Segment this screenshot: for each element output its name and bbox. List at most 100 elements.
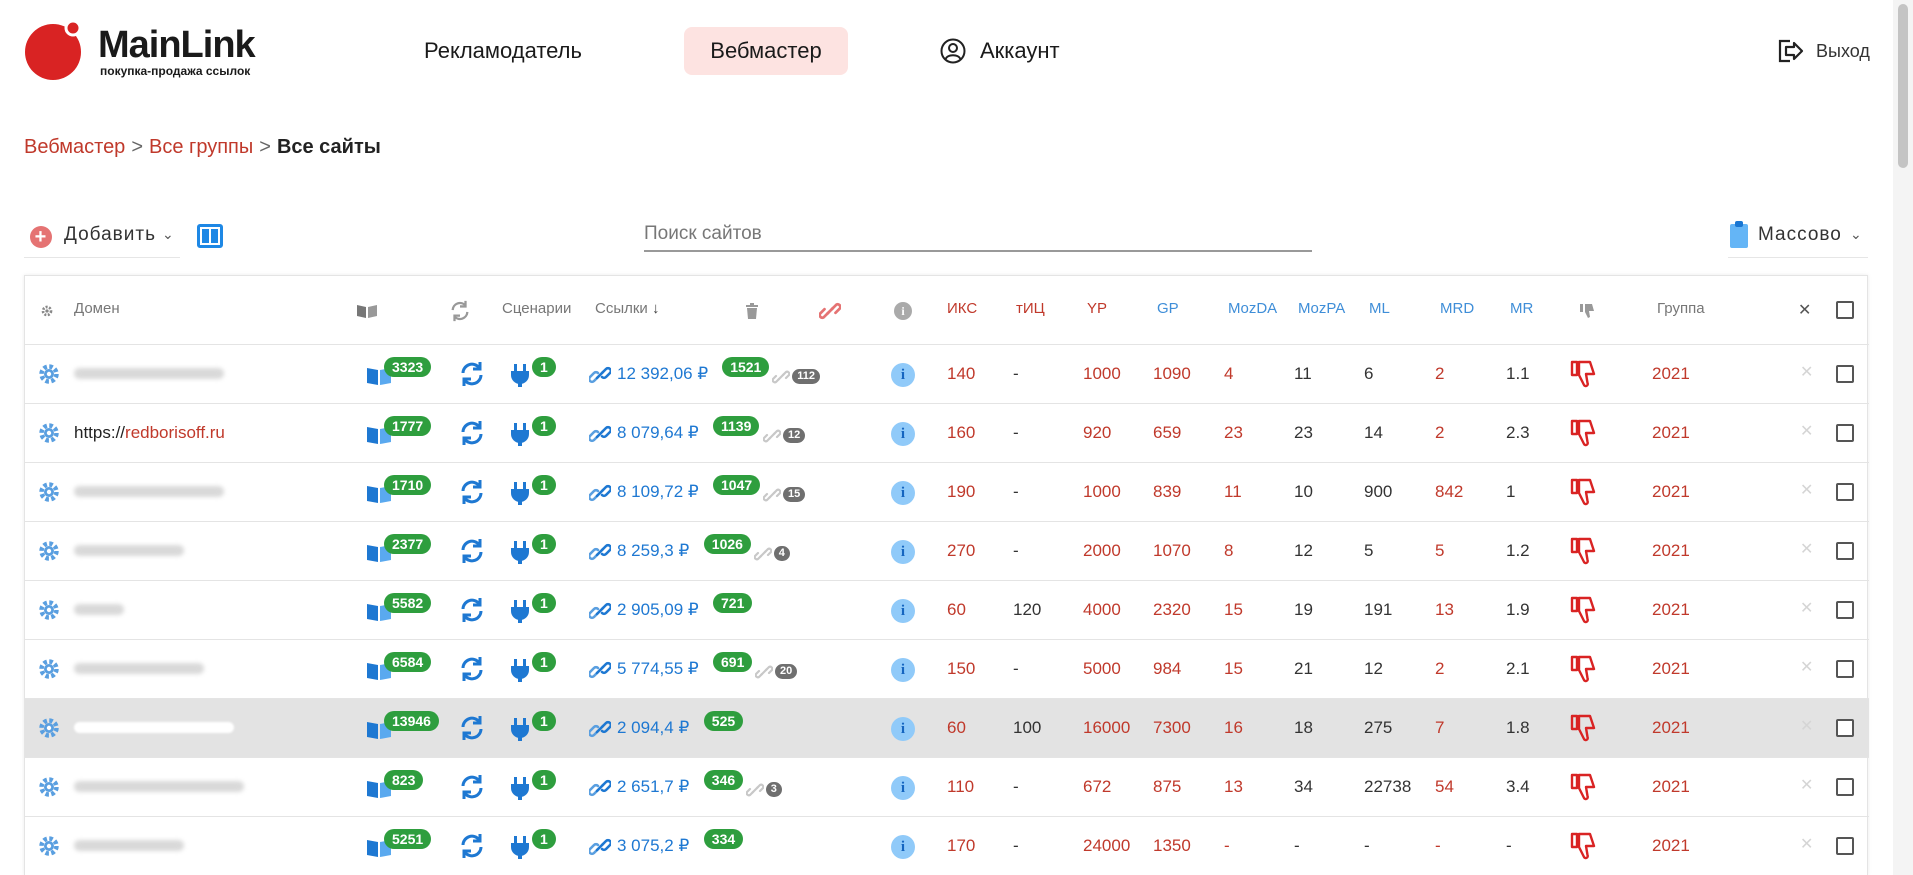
refresh-icon[interactable] [459, 479, 485, 505]
refresh-icon[interactable] [459, 420, 485, 446]
plug-icon[interactable] [509, 717, 531, 741]
site-settings-icon[interactable] [37, 598, 61, 622]
site-settings-icon[interactable] [37, 716, 61, 740]
col-ml[interactable]: ML [1369, 300, 1390, 317]
thumb-down-header-icon[interactable] [1579, 303, 1595, 319]
link-price[interactable]: 8 079,64 ₽ [617, 423, 699, 442]
thumb-down-icon[interactable] [1570, 596, 1596, 624]
link-icon[interactable] [589, 482, 611, 504]
site-domain-link[interactable] [74, 722, 234, 733]
thumb-down-icon[interactable] [1570, 478, 1596, 506]
thumb-down-icon[interactable] [1570, 832, 1596, 860]
link-icon[interactable] [589, 777, 611, 799]
cell-group[interactable]: 2021 [1652, 836, 1690, 855]
site-domain-link[interactable] [74, 781, 244, 792]
breadcrumb-webmaster[interactable]: Вебмастер [24, 136, 126, 158]
refresh-icon[interactable] [459, 833, 485, 859]
thumb-down-icon[interactable] [1570, 537, 1596, 565]
link-icon[interactable] [589, 423, 611, 445]
info-icon[interactable]: i [891, 540, 915, 564]
refresh-icon[interactable] [459, 774, 485, 800]
table-row[interactable]: 5582 1 2 905,09 ₽ 721 i 60 120 4000 2320 15 19 191 1… [25, 581, 1869, 640]
thumb-down-icon[interactable] [1570, 714, 1596, 742]
clear-icon[interactable]: ✕ [1800, 836, 1814, 853]
col-mr[interactable]: MR [1510, 300, 1534, 317]
col-gp[interactable]: GP [1157, 300, 1179, 317]
col-tic[interactable]: тИЦ [1016, 300, 1045, 317]
link-icon[interactable] [589, 600, 611, 622]
row-checkbox[interactable] [1836, 660, 1854, 678]
site-domain-link[interactable] [74, 486, 224, 497]
mainlink-logo[interactable]: MainLink покупка-продажа ссылок [24, 20, 264, 82]
site-settings-icon[interactable] [37, 362, 61, 386]
link-price[interactable]: 2 651,7 ₽ [617, 777, 690, 796]
row-checkbox[interactable] [1836, 719, 1854, 737]
link-icon[interactable] [589, 836, 611, 858]
cell-group[interactable]: 2021 [1652, 718, 1690, 737]
clear-header-icon[interactable]: ✕ [1798, 302, 1812, 319]
info-icon[interactable]: i [891, 422, 915, 446]
thumb-down-icon[interactable] [1570, 419, 1596, 447]
table-row[interactable]: 6584 1 5 774,55 ₽ 691 20 i 150 - 5000 984 15 21 12 2 2… [25, 640, 1869, 699]
refresh-icon[interactable] [459, 656, 485, 682]
removed-link-icon[interactable] [755, 663, 773, 681]
col-group[interactable]: Группа [1657, 300, 1705, 317]
refresh-icon[interactable] [459, 361, 485, 387]
mass-actions-button[interactable]: Массово ⌄ [1728, 218, 1868, 258]
thumb-down-icon[interactable] [1570, 360, 1596, 388]
removed-link-icon[interactable] [753, 545, 772, 563]
link-price[interactable]: 3 075,2 ₽ [617, 836, 690, 855]
logout-button[interactable]: Выход [1776, 37, 1870, 65]
site-domain-link[interactable] [74, 368, 224, 379]
link-icon[interactable] [589, 718, 611, 740]
plug-icon[interactable] [509, 835, 531, 859]
cell-group[interactable]: 2021 [1652, 600, 1690, 619]
col-iks[interactable]: ИКС [947, 300, 978, 317]
clear-icon[interactable]: ✕ [1800, 541, 1814, 558]
thumb-down-icon[interactable] [1570, 655, 1596, 683]
link-price[interactable]: 2 905,09 ₽ [617, 600, 699, 619]
plug-icon[interactable] [509, 540, 531, 564]
table-row[interactable]: 3323 1 12 392,06 ₽ 1521 112 i 140 - 1000 1090 4 11 6… [25, 345, 1869, 404]
removed-link-icon[interactable] [745, 781, 764, 799]
clear-icon[interactable]: ✕ [1800, 482, 1814, 499]
nav-account[interactable]: Аккаунт [940, 27, 1060, 75]
plug-icon[interactable] [509, 658, 531, 682]
table-row[interactable]: 13946 1 2 094,4 ₽ 525 i 60 100 16000 7300 16 18 275… [25, 699, 1869, 758]
row-checkbox[interactable] [1836, 837, 1854, 855]
clear-icon[interactable]: ✕ [1800, 777, 1814, 794]
col-domain[interactable]: Домен [74, 300, 120, 317]
table-row[interactable]: 5251 1 3 075,2 ₽ 334 i 170 - 24000 1350 - - - - - 2021… [25, 817, 1869, 875]
scrollbar-thumb[interactable] [1898, 4, 1908, 168]
row-checkbox[interactable] [1836, 542, 1854, 560]
link-price[interactable]: 8 109,72 ₽ [617, 482, 699, 501]
clear-icon[interactable]: ✕ [1800, 600, 1814, 617]
link-price[interactable]: 5 774,55 ₽ [617, 659, 699, 678]
link-icon[interactable] [589, 541, 611, 563]
plug-icon[interactable] [509, 422, 531, 446]
link-price[interactable]: 12 392,06 ₽ [617, 364, 709, 383]
trash-header-icon[interactable] [745, 303, 759, 319]
settings-header-icon[interactable] [39, 303, 55, 319]
site-domain-link[interactable] [74, 840, 184, 851]
site-settings-icon[interactable] [37, 834, 61, 858]
col-yr[interactable]: YP [1087, 300, 1108, 317]
clear-icon[interactable]: ✕ [1800, 718, 1814, 735]
site-domain-link[interactable]: https://redborisoff.ru [74, 423, 225, 443]
nav-webmaster[interactable]: Вебмастер [684, 27, 848, 75]
row-checkbox[interactable] [1836, 365, 1854, 383]
plug-icon[interactable] [509, 363, 531, 387]
site-settings-icon[interactable] [37, 775, 61, 799]
breadcrumb-all-groups[interactable]: Все группы [149, 136, 254, 158]
site-settings-icon[interactable] [37, 539, 61, 563]
site-domain-link[interactable] [74, 663, 204, 674]
table-row[interactable]: 2377 1 8 259,3 ₽ 1026 4 i 270 - 2000 1070 8 12 5 5 1.2… [25, 522, 1869, 581]
site-settings-icon[interactable] [37, 657, 61, 681]
site-settings-icon[interactable] [37, 421, 61, 445]
info-icon[interactable]: i [891, 363, 915, 387]
clear-icon[interactable]: ✕ [1800, 423, 1814, 440]
pages-header-icon[interactable] [356, 303, 378, 319]
plug-icon[interactable] [509, 481, 531, 505]
plug-icon[interactable] [509, 599, 531, 623]
refresh-icon[interactable] [459, 715, 485, 741]
